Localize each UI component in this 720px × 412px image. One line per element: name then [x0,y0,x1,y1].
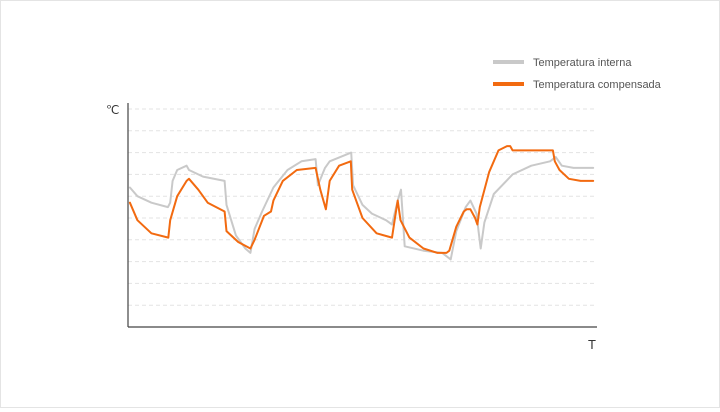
legend: Temperatura interna Temperatura compensad… [493,57,662,91]
series-line-temperatura-compensada [128,145,595,254]
x-axis-label: T [588,337,596,352]
legend-label: Temperatura compensada [533,79,662,91]
y-axis-label: ℃ [106,103,119,117]
series-lines [128,145,595,261]
grid-lines [128,108,597,306]
series-line-temperatura-interna [128,151,595,261]
legend-label: Temperatura interna [533,57,632,69]
